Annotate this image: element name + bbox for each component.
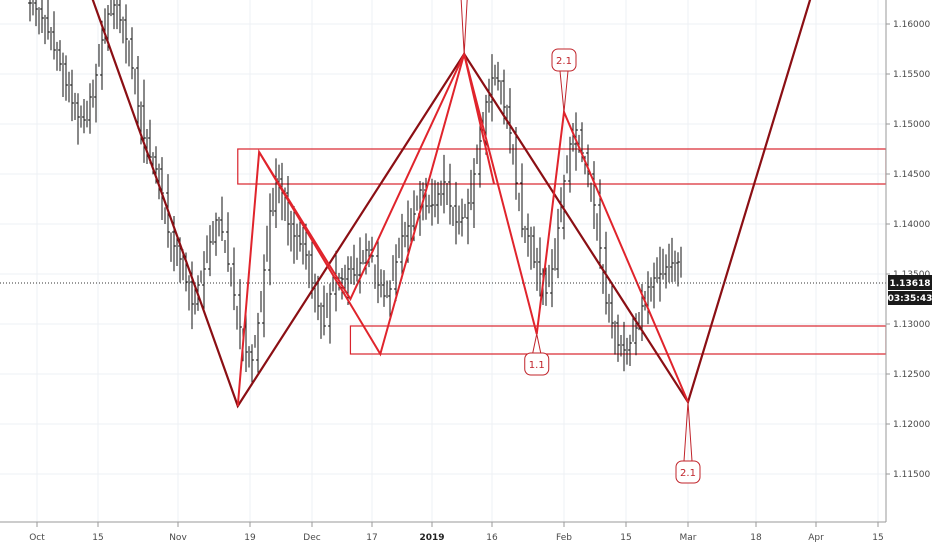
annotations: 2.1 1.1 2.1 bbox=[460, 0, 701, 484]
annotation-pointer bbox=[532, 333, 542, 354]
y-tick-label: 1.12500 bbox=[893, 370, 930, 380]
pattern-line-red-zigzag-2 bbox=[258, 50, 496, 302]
x-tick-label: 16 bbox=[486, 533, 498, 543]
y-tick-label: 1.15000 bbox=[893, 120, 930, 130]
y-tick-label: 1.13000 bbox=[893, 320, 930, 330]
current-price-value: 1.13618 bbox=[890, 279, 931, 289]
x-tick-label: 2019 bbox=[419, 533, 444, 543]
annotation-label: 2.1 bbox=[556, 56, 572, 67]
countdown-box bbox=[888, 291, 932, 305]
x-tick-label: 15 bbox=[92, 533, 103, 543]
x-tick-label: Oct bbox=[29, 533, 45, 543]
annotation-pointer bbox=[460, 0, 468, 55]
x-axis-ticks: Oct 15 Nov 19 Dec 17 2019 16 Feb 15 Mar 18 Apr 15 bbox=[29, 522, 884, 543]
x-tick-label: 15 bbox=[872, 533, 883, 543]
countdown-value: 03:35:43 bbox=[888, 294, 932, 304]
y-tick-label: 1.15500 bbox=[893, 70, 930, 80]
x-axis-panel bbox=[0, 522, 886, 550]
current-price-box bbox=[888, 275, 932, 290]
annotation-box bbox=[551, 48, 577, 72]
y-tick-label: 1.14000 bbox=[893, 220, 930, 230]
x-tick-label: Feb bbox=[556, 533, 572, 543]
annotation-label: 2.1 bbox=[680, 468, 696, 479]
x-tick-label: Nov bbox=[169, 533, 187, 543]
y-tick-label: 1.14500 bbox=[893, 170, 930, 180]
x-tick-label: 19 bbox=[244, 533, 256, 543]
annotation-box bbox=[675, 460, 701, 484]
y-tick-label: 1.11500 bbox=[893, 470, 930, 480]
y-tick-label: 1.16000 bbox=[893, 20, 930, 30]
annotation-pointer bbox=[559, 70, 569, 113]
x-tick-label: Dec bbox=[303, 533, 320, 543]
x-tick-label: Mar bbox=[680, 533, 697, 543]
annotation-box bbox=[524, 352, 550, 376]
x-tick-label: 18 bbox=[750, 533, 762, 543]
x-tick-label: 15 bbox=[620, 533, 631, 543]
x-tick-label: 17 bbox=[366, 533, 377, 543]
annotation-label: 1.1 bbox=[529, 360, 545, 371]
price-series bbox=[28, 0, 682, 386]
plot-background bbox=[0, 0, 886, 522]
y-tick-label: 1.12000 bbox=[893, 420, 930, 430]
annotation-pointer bbox=[683, 401, 693, 462]
x-tick-label: Apr bbox=[808, 533, 824, 543]
current-price-tag: 1.13618 03:35:43 bbox=[888, 275, 932, 305]
